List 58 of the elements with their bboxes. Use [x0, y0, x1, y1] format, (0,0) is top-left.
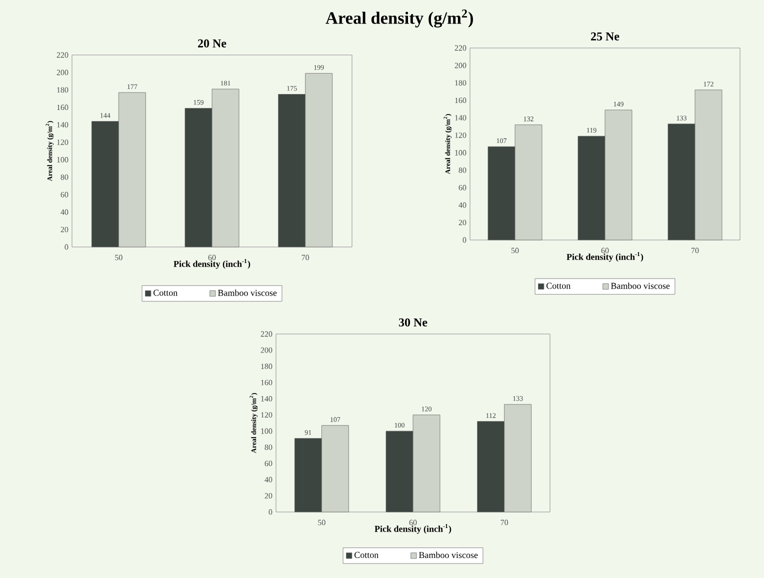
x-tick-label: 60 [208, 254, 216, 260]
y-tick-label: 160 [455, 98, 466, 104]
legend-label: Bamboo viscose [418, 552, 478, 558]
legend-label: Cotton [354, 552, 378, 558]
chart-title: 25 Ne [591, 32, 620, 40]
y-tick-label: 60 [264, 460, 272, 466]
x-tick-label: 50 [511, 248, 519, 254]
y-tick-label: 0 [462, 237, 466, 243]
y-tick-label: 160 [57, 104, 68, 110]
y-tick-label: 140 [57, 122, 68, 128]
y-tick-label: 20 [264, 493, 272, 499]
legend-label: Cotton [154, 290, 178, 296]
y-tick-label: 220 [260, 331, 272, 337]
y-tick-label: 60 [458, 184, 466, 190]
y-tick-label: 0 [64, 244, 68, 250]
y-tick-label: 100 [261, 428, 272, 434]
x-tick-label: 60 [409, 520, 417, 526]
y-tick-label: 200 [260, 347, 272, 353]
y-tick-label: 40 [60, 209, 68, 215]
x-tick-label: 50 [318, 520, 326, 526]
y-tick-label: 100 [455, 150, 466, 156]
chart-title: 30 Ne [398, 318, 428, 326]
x-tick-label: 50 [115, 254, 122, 260]
y-tick-label: 120 [261, 412, 272, 418]
chart-title: 20 Ne [198, 39, 226, 48]
text: Areal density (g/m$^{2}$) [326, 9, 473, 28]
x-axis-title: Pick density (inch$^{-1}$) [174, 259, 250, 269]
y-tick-label: 60 [60, 192, 68, 198]
y-tick-label: 80 [458, 167, 466, 173]
x-axis-title: Pick density (inch$^{-1}$) [374, 524, 452, 534]
y-tick-label: 140 [455, 115, 466, 121]
y-tick-label: 160 [261, 380, 272, 386]
y-tick-label: 180 [57, 87, 68, 93]
y-tick-label: 120 [57, 140, 68, 145]
y-tick-label: 80 [60, 174, 68, 180]
y-tick-label: 180 [261, 364, 272, 370]
y-tick-label: 180 [455, 80, 466, 86]
y-tick-label: 80 [264, 444, 272, 450]
x-tick-label: 70 [500, 520, 508, 526]
x-tick-label: 70 [302, 254, 310, 260]
y-tick-label: 120 [455, 132, 466, 138]
x-tick-label: 60 [601, 248, 609, 254]
y-tick-label: 220 [454, 45, 466, 51]
y-tick-label: 0 [268, 509, 272, 515]
legend-label: Bamboo viscose [610, 282, 670, 289]
y-tick-label: 20 [458, 220, 466, 226]
y-tick-label: 100 [57, 157, 68, 162]
y-tick-label: 140 [261, 396, 272, 402]
legend-label: Bamboo viscose [218, 290, 277, 296]
y-tick-label: 40 [264, 476, 272, 482]
x-tick-label: 70 [692, 248, 699, 254]
legend-label: Cotton [546, 282, 570, 289]
x-axis-title: Pick density (inch$^{-1}$) [566, 252, 644, 262]
y-tick-label: 40 [458, 202, 466, 208]
y-tick-label: 220 [56, 52, 68, 58]
y-tick-label: 200 [454, 62, 466, 68]
y-tick-label: 200 [56, 70, 68, 76]
y-tick-label: 20 [60, 226, 68, 232]
